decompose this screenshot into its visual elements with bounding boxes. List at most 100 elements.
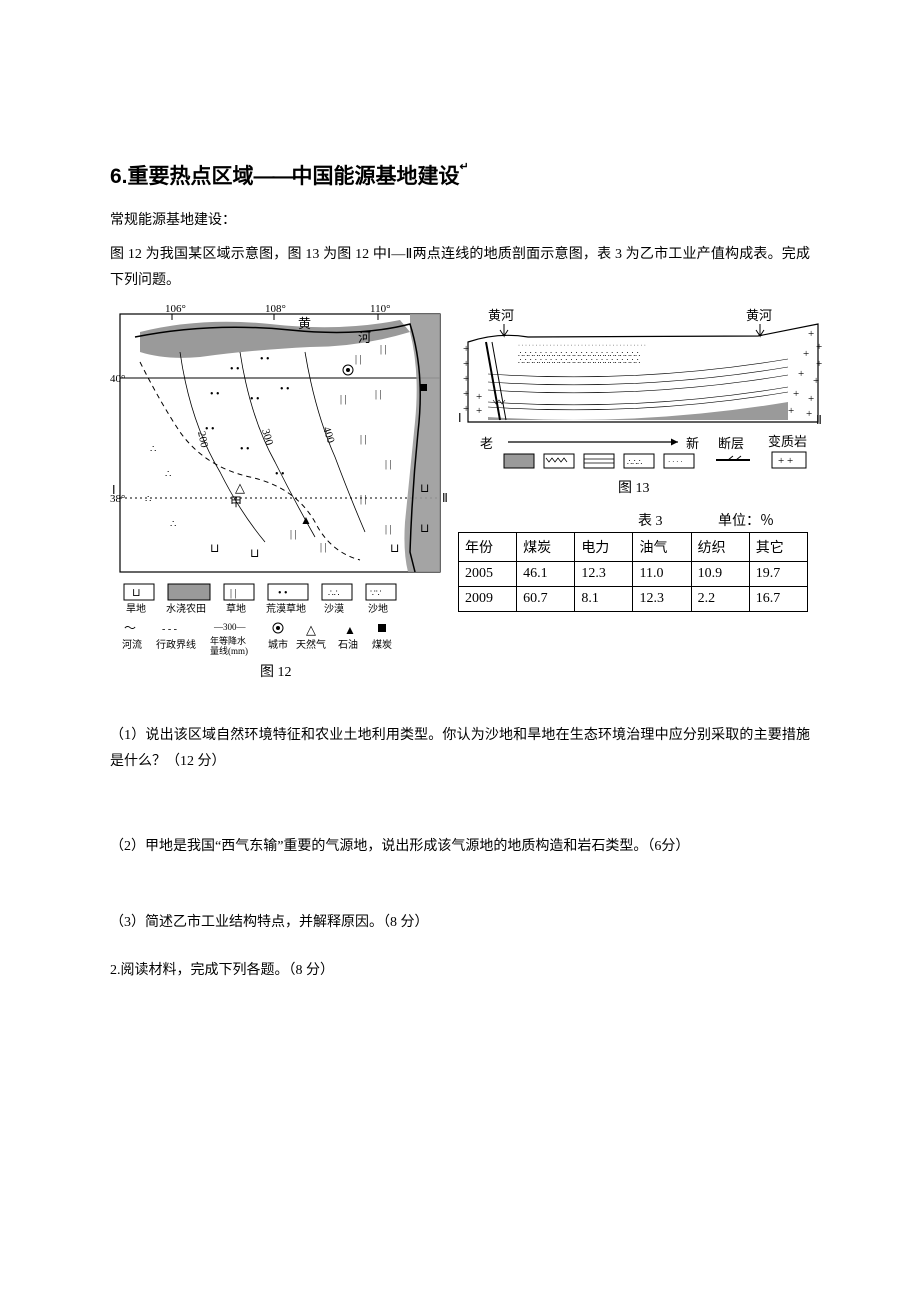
fig13-caption: 图 13 <box>618 481 650 496</box>
huanghe-right: 黄河 <box>746 308 772 323</box>
svg-text:∴∴: ∴∴ <box>328 588 340 598</box>
heading-dash: —— <box>254 165 292 188</box>
sand-marks: ∴∴ ∴∴ <box>145 444 176 530</box>
svg-text:| |: | | <box>375 389 382 400</box>
svg-text:+: + <box>463 403 469 415</box>
svg-text:• •: • • <box>240 444 250 455</box>
svg-text:天然气: 天然气 <box>296 638 326 651</box>
layer-dots: ∴∴∴∴∴∴∴∴∴∴∴∴∴∴∴∴∴∴∴∴∴∴∴∴ ∴∴∴∴∴∴∴∴∴∴∴∴∴∴∴… <box>518 350 640 366</box>
svg-text:年等降水: 年等降水 <box>210 635 246 646</box>
svg-text:| |: | | <box>355 354 362 365</box>
cross-section-svg: 黄河 黄河 +++ ++ ++ ++ ++ ++ ++ ++ <box>458 302 828 502</box>
legend-old: 老 <box>480 436 493 451</box>
layer-zigzag <box>488 387 788 410</box>
svg-text:水浇农田: 水浇农田 <box>166 602 206 615</box>
question-1: （1）说出该区域自然环境特征和农业土地利用类型。你认为沙地和旱地在生态环境治理中… <box>110 723 810 775</box>
svg-text:～: ～ <box>124 621 136 635</box>
svg-text:∴∴∴∴∴∴∴∴∴∴∴∴∴∴∴∴∴∴∴∴∴∴∴∴: ∴∴∴∴∴∴∴∴∴∴∴∴∴∴∴∴∴∴∴∴∴∴∴∴ <box>518 350 640 359</box>
lon-110: 110° <box>370 303 391 315</box>
yellow-river-line <box>135 324 420 572</box>
svg-text:+: + <box>798 368 804 380</box>
svg-text:+: + <box>476 391 482 403</box>
svg-text:+: + <box>463 373 469 385</box>
iso-300: 300 <box>259 427 275 447</box>
question-2: （2）甲地是我国“西气东输”重要的气源地，说出形成该气源地的地质构造和岩石类型。… <box>110 834 810 860</box>
svg-text:沙地: 沙地 <box>368 602 388 615</box>
svg-text:+: + <box>463 358 469 370</box>
svg-text:石油: 石油 <box>338 638 358 651</box>
svg-text:+: + <box>463 343 469 355</box>
meta-left: +++ ++ ++ <box>463 343 482 417</box>
svg-text:| |: | | <box>230 588 237 599</box>
heading-return-mark: ↵ <box>460 161 469 173</box>
svg-text:∴: ∴ <box>170 519 176 530</box>
svg-text:旱地: 旱地 <box>126 602 146 615</box>
svg-text:+: + <box>476 405 482 417</box>
col-oilgas: 油气 <box>633 532 691 561</box>
figure-row: 106° 108° 110° 40° 38° 黄 河 <box>110 302 810 687</box>
svg-text:⊔: ⊔ <box>390 541 399 555</box>
mark-II: Ⅱ <box>442 491 448 505</box>
figure-12-container: 106° 108° 110° 40° 38° 黄 河 <box>110 302 450 687</box>
table3-title-row: 表 3 单位：％ <box>458 510 774 530</box>
layer-fine-dots: · · · · · · · · · · · · · · · · · · · · … <box>518 343 646 349</box>
svg-text:⊔: ⊔ <box>420 521 429 535</box>
svg-text:△: △ <box>306 622 316 637</box>
svg-text:行政界线: 行政界线 <box>156 638 196 651</box>
svg-text:荒漠草地: 荒漠草地 <box>266 602 306 615</box>
table-row: 2009 60.7 8.1 12.3 2.2 16.7 <box>459 586 808 611</box>
col-other: 其它 <box>749 532 807 561</box>
svg-text:∴: ∴ <box>165 469 171 480</box>
document-page: 6.重要热点区域——中国能源基地建设↵ 常规能源基地建设： 图 12 为我国某区… <box>0 0 920 1044</box>
mark-I: Ⅰ <box>112 483 116 497</box>
svg-text:—300—: —300— <box>213 622 247 632</box>
fig12-caption: 图 12 <box>260 665 292 680</box>
svg-text:▲: ▲ <box>344 623 356 637</box>
svg-text:| |: | | <box>340 394 347 405</box>
table3: 年份 煤炭 电力 油气 纺织 其它 2005 46.1 12.3 11.0 10… <box>458 532 808 612</box>
svg-text:+: + <box>808 393 814 405</box>
svg-text:• •: • • <box>278 588 288 599</box>
svg-text:- - -: - - - <box>162 624 177 635</box>
legend-row1: ⊔ 旱地 水浇农田 | | 草地 • • 荒漠草地 ∴∴ 沙漠 ∵∵ 沙地 <box>124 584 396 615</box>
svg-text:∵∵: ∵∵ <box>370 588 382 598</box>
svg-text:+: + <box>803 348 809 360</box>
svg-text:• •: • • <box>275 469 285 480</box>
svg-text:∴: ∴ <box>145 494 151 505</box>
desertgrass-marks: • •• • • •• • • •• • • •• • <box>205 354 290 480</box>
fault-line <box>486 342 500 420</box>
layer-oldest <box>488 402 788 420</box>
svg-text:河流: 河流 <box>122 638 142 651</box>
svg-text:| |: | | <box>360 494 367 505</box>
lat-40: 40° <box>110 373 125 385</box>
svg-text:⊔: ⊔ <box>132 587 141 599</box>
legend-fault: 断层 <box>718 436 744 451</box>
river-label-a: 黄 <box>298 316 311 331</box>
svg-text:| |: | | <box>385 459 392 470</box>
svg-text:城市: 城市 <box>268 638 288 651</box>
svg-text:∴∴∴: ∴∴∴ <box>627 458 642 467</box>
col-textile: 纺织 <box>691 532 749 561</box>
svg-text:| |: | | <box>320 542 327 553</box>
question-3: （3）简述乙市工业结构特点，并解释原因。（8 分） <box>110 910 810 936</box>
svg-text:草地: 草地 <box>226 602 246 615</box>
legend-row2: ～ 河流 - - - 行政界线 —300— 年等降水 量线(mm) 城市 △ 天… <box>122 621 392 656</box>
mark-I-sec: Ⅰ <box>458 411 462 425</box>
svg-text:+: + <box>816 358 822 370</box>
heading-number: 6. <box>110 165 128 188</box>
svg-text:| |: | | <box>360 434 367 445</box>
svg-text:+: + <box>788 405 794 417</box>
table-row: 2005 46.1 12.3 11.0 10.9 19.7 <box>459 561 808 586</box>
huanghe-left: 黄河 <box>488 308 514 323</box>
svg-text:+: + <box>816 341 822 353</box>
svg-text:⊔: ⊔ <box>250 546 259 560</box>
intro-line-2: 图 12 为我国某区域示意图，图 13 为图 12 中Ⅰ—Ⅱ两点连线的地质剖面示… <box>110 242 810 294</box>
svg-text:+: + <box>808 328 814 340</box>
figure-13-container: 黄河 黄河 +++ ++ ++ ++ ++ ++ ++ ++ <box>458 302 812 612</box>
table-header-row: 年份 煤炭 电力 油气 纺织 其它 <box>459 532 808 561</box>
gas-symbol: △ <box>235 480 245 495</box>
svg-text:⊔: ⊔ <box>420 481 429 495</box>
lon-108: 108° <box>265 303 286 315</box>
svg-text:• •: • • <box>260 354 270 365</box>
svg-text:沙漠: 沙漠 <box>324 603 344 615</box>
